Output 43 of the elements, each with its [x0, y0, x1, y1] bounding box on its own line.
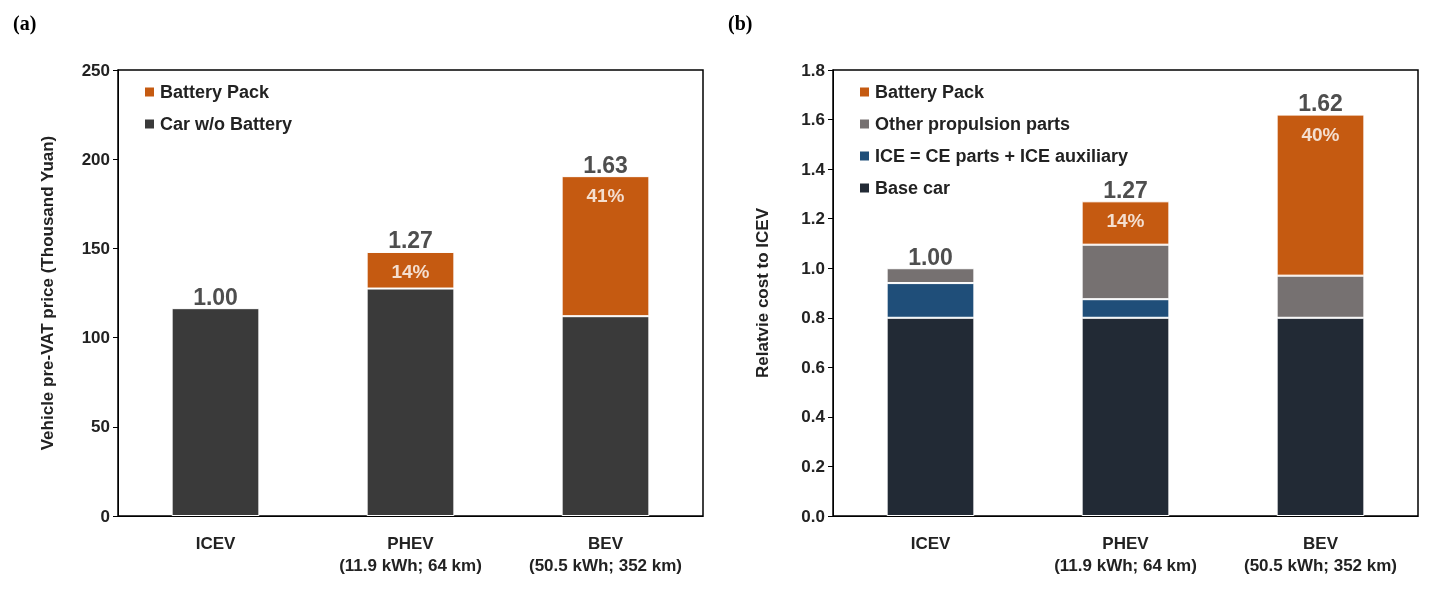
- y-tick-label: 150: [81, 238, 110, 258]
- annotation: 40%: [1301, 123, 1340, 145]
- y-tick-label: 0.0: [801, 506, 825, 526]
- legend-label: Battery Pack: [160, 82, 271, 102]
- y-tick-label: 0.6: [801, 357, 825, 377]
- y-tick-label: 1.0: [801, 258, 825, 278]
- annotation: 1.00: [193, 283, 238, 310]
- chart-title: (b): [728, 12, 753, 35]
- y-tick-label: 1.8: [801, 60, 825, 80]
- x-tick-label: ICEV: [195, 533, 236, 553]
- legend-label: Battery Pack: [875, 82, 986, 102]
- annotation: 1.27: [1103, 176, 1148, 203]
- x-tick-label: BEV (50.5 kWh; 352 km): [528, 533, 683, 575]
- y-axis-title: Relatvie cost to ICEV: [753, 207, 772, 379]
- annotation: 1.62: [1298, 90, 1343, 117]
- chart-title: (a): [13, 12, 37, 35]
- y-tick-label: 100: [81, 328, 110, 348]
- annotation: 41%: [586, 185, 625, 207]
- y-axis-title: Vehicle pre-VAT price (Thousand Yuan): [38, 135, 57, 451]
- y-tick-label: 50: [91, 417, 110, 437]
- y-tick-label: 0: [100, 506, 110, 526]
- legend-label: ICE = CE parts + ICE auxiliary: [875, 146, 1129, 166]
- y-tick-label: 0.8: [801, 308, 825, 328]
- legend-label: Other propulsion parts: [875, 114, 1071, 134]
- x-tick-label: PHEV (11.9 kWh; 64 km): [1054, 533, 1197, 575]
- annotation: 14%: [1106, 210, 1145, 232]
- y-tick-label: 1.2: [801, 209, 825, 229]
- y-tick-label: 0.2: [801, 456, 825, 476]
- y-tick-label: 0.4: [801, 407, 826, 427]
- legend-label: Car w/o Battery: [160, 114, 293, 134]
- y-tick-label: 1.4: [801, 159, 826, 179]
- annotation: 1.00: [908, 243, 953, 270]
- annotation: 14%: [391, 260, 430, 282]
- x-tick-label: ICEV: [910, 533, 951, 553]
- bar: [171, 308, 260, 516]
- x-tick-label: BEV (50.5 kWh; 352 km): [1243, 533, 1398, 575]
- x-tick-label: PHEV (11.9 kWh; 64 km): [339, 533, 482, 575]
- annotation: 1.63: [583, 151, 628, 178]
- annotation: 1.27: [388, 227, 433, 254]
- y-tick-label: 200: [81, 149, 110, 169]
- y-tick-label: 250: [81, 60, 110, 80]
- legend-label: Base car: [875, 178, 951, 198]
- y-tick-label: 1.6: [801, 110, 825, 130]
